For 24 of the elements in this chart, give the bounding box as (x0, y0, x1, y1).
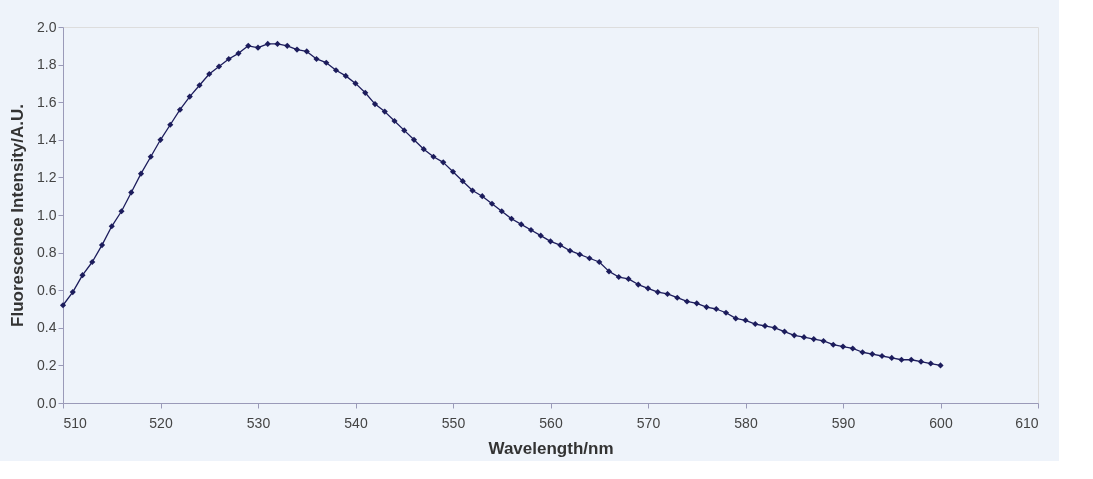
y-tick-label: 0.4 (37, 319, 57, 336)
y-tick-label: 2.0 (37, 18, 57, 35)
y-tick-label: 1.8 (37, 56, 57, 73)
x-tick-label: 520 (149, 414, 173, 431)
y-axis-title: Fluorescence Intensity/A.U. (8, 104, 28, 327)
x-axis-title: Wavelength/nm (488, 438, 614, 458)
x-tick-label: 570 (636, 414, 661, 431)
x-tick-label: 530 (246, 414, 271, 431)
y-tick-label: 1.2 (37, 168, 57, 185)
x-tick-label: 550 (441, 414, 466, 431)
y-tick-label: 1.0 (37, 206, 57, 223)
x-tick-label: 600 (929, 414, 953, 431)
x-tick-label: 580 (734, 414, 758, 431)
x-tick-label: 510 (63, 414, 88, 431)
x-tick-label: 560 (539, 414, 563, 431)
y-tick-label: 1.6 (37, 93, 57, 110)
y-tick-label: 0.8 (37, 244, 57, 261)
y-tick-label: 0.0 (37, 394, 57, 411)
x-tick-label: 610 (1015, 414, 1039, 431)
y-tick-label: 0.6 (37, 281, 57, 298)
y-tick-label: 0.2 (37, 356, 57, 373)
x-tick-label: 590 (831, 414, 856, 431)
x-tick-label: 540 (344, 414, 368, 431)
y-tick-label: 1.4 (37, 131, 57, 148)
